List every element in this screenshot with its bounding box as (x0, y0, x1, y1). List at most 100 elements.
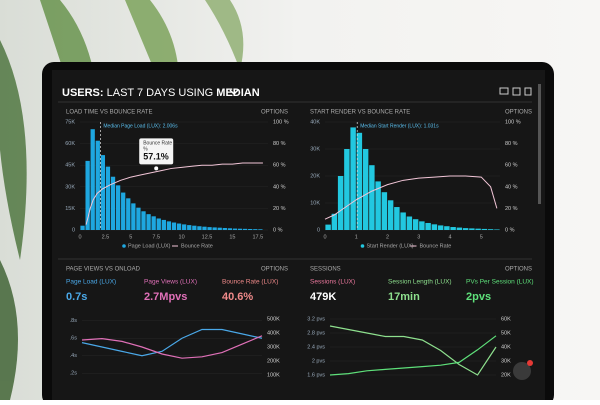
metric-value: 40.6% (222, 291, 253, 303)
metric-label: Sessions (LUX) (310, 279, 355, 286)
y2-tick-label: 20K (501, 372, 511, 378)
x-tick-label: 1 (355, 234, 358, 240)
bar (131, 203, 136, 230)
bar (375, 181, 381, 230)
bar (166, 221, 172, 230)
x-tick-label: 17.5 (252, 234, 263, 240)
y2-tick-label: 400K (267, 330, 280, 336)
y-tick-label: 20K (310, 173, 320, 179)
y-tick-label: 0 (317, 227, 320, 233)
x-tick-label: 5 (480, 234, 483, 240)
toolbar-icons (499, 87, 532, 96)
monitor-icon[interactable] (499, 87, 509, 95)
median-label: Median Page Load (LUX): 2.006s (103, 123, 178, 129)
bar (100, 155, 106, 230)
bar (237, 228, 243, 230)
y-tick-label: 0 (72, 227, 75, 233)
y2-tick-label: 40 % (505, 184, 518, 190)
legend-label: Start Render (LUX) (367, 243, 414, 249)
series-line (329, 325, 497, 376)
y-tick-label: 75K (65, 119, 75, 125)
bar (90, 129, 95, 230)
bar (105, 166, 111, 230)
chat-badge (527, 360, 533, 366)
y2-tick-label: 60 % (273, 163, 286, 169)
y-tick-label: 10K (310, 200, 320, 206)
bounce-line (324, 175, 498, 220)
bar (161, 219, 166, 230)
y-tick-label: 45K (65, 163, 75, 169)
screen (52, 70, 545, 405)
bar (337, 176, 344, 230)
x-tick-label: 5 (129, 234, 132, 240)
bar (425, 222, 431, 230)
tooltip-unit: % (143, 147, 148, 153)
dropdown-icon[interactable] (229, 89, 239, 96)
bar (437, 225, 444, 230)
x-tick-label: 2 (386, 234, 389, 240)
y2-tick-label: 500K (267, 316, 280, 322)
y2-tick-label: 60 % (505, 163, 518, 169)
x-tick-label: 7.5 (152, 234, 160, 240)
bar (431, 224, 438, 230)
bar (232, 228, 238, 230)
bar (387, 200, 394, 230)
bar (207, 227, 212, 230)
x-tick-label: 4 (448, 234, 451, 240)
metric-value: 17min (388, 291, 420, 303)
bar (469, 228, 475, 230)
bar (248, 228, 253, 230)
tooltip-value: 57.1% (143, 152, 169, 162)
y-tick-label: 3.2 pvs (307, 316, 325, 322)
y-tick-label: .6s (70, 336, 78, 342)
y-tick-label: 2 pvs (312, 358, 325, 364)
x-tick-label: 2.5 (102, 234, 110, 240)
bar (212, 227, 217, 230)
bar (381, 192, 388, 230)
bar (95, 140, 100, 230)
bar (141, 211, 146, 230)
metric-label: PVs Per Session (LUX) (466, 279, 534, 286)
bounce-line (85, 162, 263, 225)
y2-tick-label: 100 % (273, 119, 289, 125)
options-button[interactable]: OPTIONS (505, 267, 532, 273)
bar (192, 225, 197, 230)
bar (362, 149, 369, 230)
bar (406, 216, 413, 230)
x-tick-label: 15 (229, 234, 235, 240)
bar (419, 221, 425, 230)
bar (394, 207, 400, 230)
mobile-icon[interactable] (524, 87, 532, 96)
x-tick-label: 12.5 (202, 234, 213, 240)
bar (475, 228, 481, 230)
y2-tick-label: 40 % (273, 184, 286, 190)
y-tick-label: 15K (65, 206, 75, 212)
options-button[interactable]: OPTIONS (261, 110, 288, 116)
bar (487, 229, 494, 230)
legend-swatch (360, 244, 365, 248)
options-button[interactable]: OPTIONS (505, 110, 532, 116)
bar (197, 226, 202, 230)
panel-title: LOAD TIME VS BOUNCE RATE (66, 110, 152, 116)
options-button[interactable]: OPTIONS (261, 267, 288, 273)
tooltip (139, 138, 174, 165)
bar (171, 222, 177, 230)
metric-label: Page Views (LUX) (144, 279, 197, 286)
header-title: USERS: LAST 7 DAYS USING MEDIAN (62, 87, 260, 99)
legend-label: Page Load (LUX) (128, 243, 171, 249)
y2-tick-label: 100 % (505, 119, 521, 125)
y-tick-label: 60K (65, 141, 75, 147)
metric-value: 0.7s (66, 291, 87, 303)
scrollbar[interactable] (538, 84, 541, 204)
bar (222, 227, 227, 230)
image-icon[interactable] (512, 87, 521, 96)
panel-title: PAGE VIEWS VS ONLOAD (66, 267, 141, 273)
bar (110, 176, 116, 230)
y2-tick-label: 40K (501, 344, 511, 350)
chat-button[interactable] (513, 362, 531, 380)
median-label: Median Start Render (LUX): 1.031s (360, 123, 439, 129)
bar (156, 218, 161, 230)
x-tick-label: 3 (417, 234, 420, 240)
